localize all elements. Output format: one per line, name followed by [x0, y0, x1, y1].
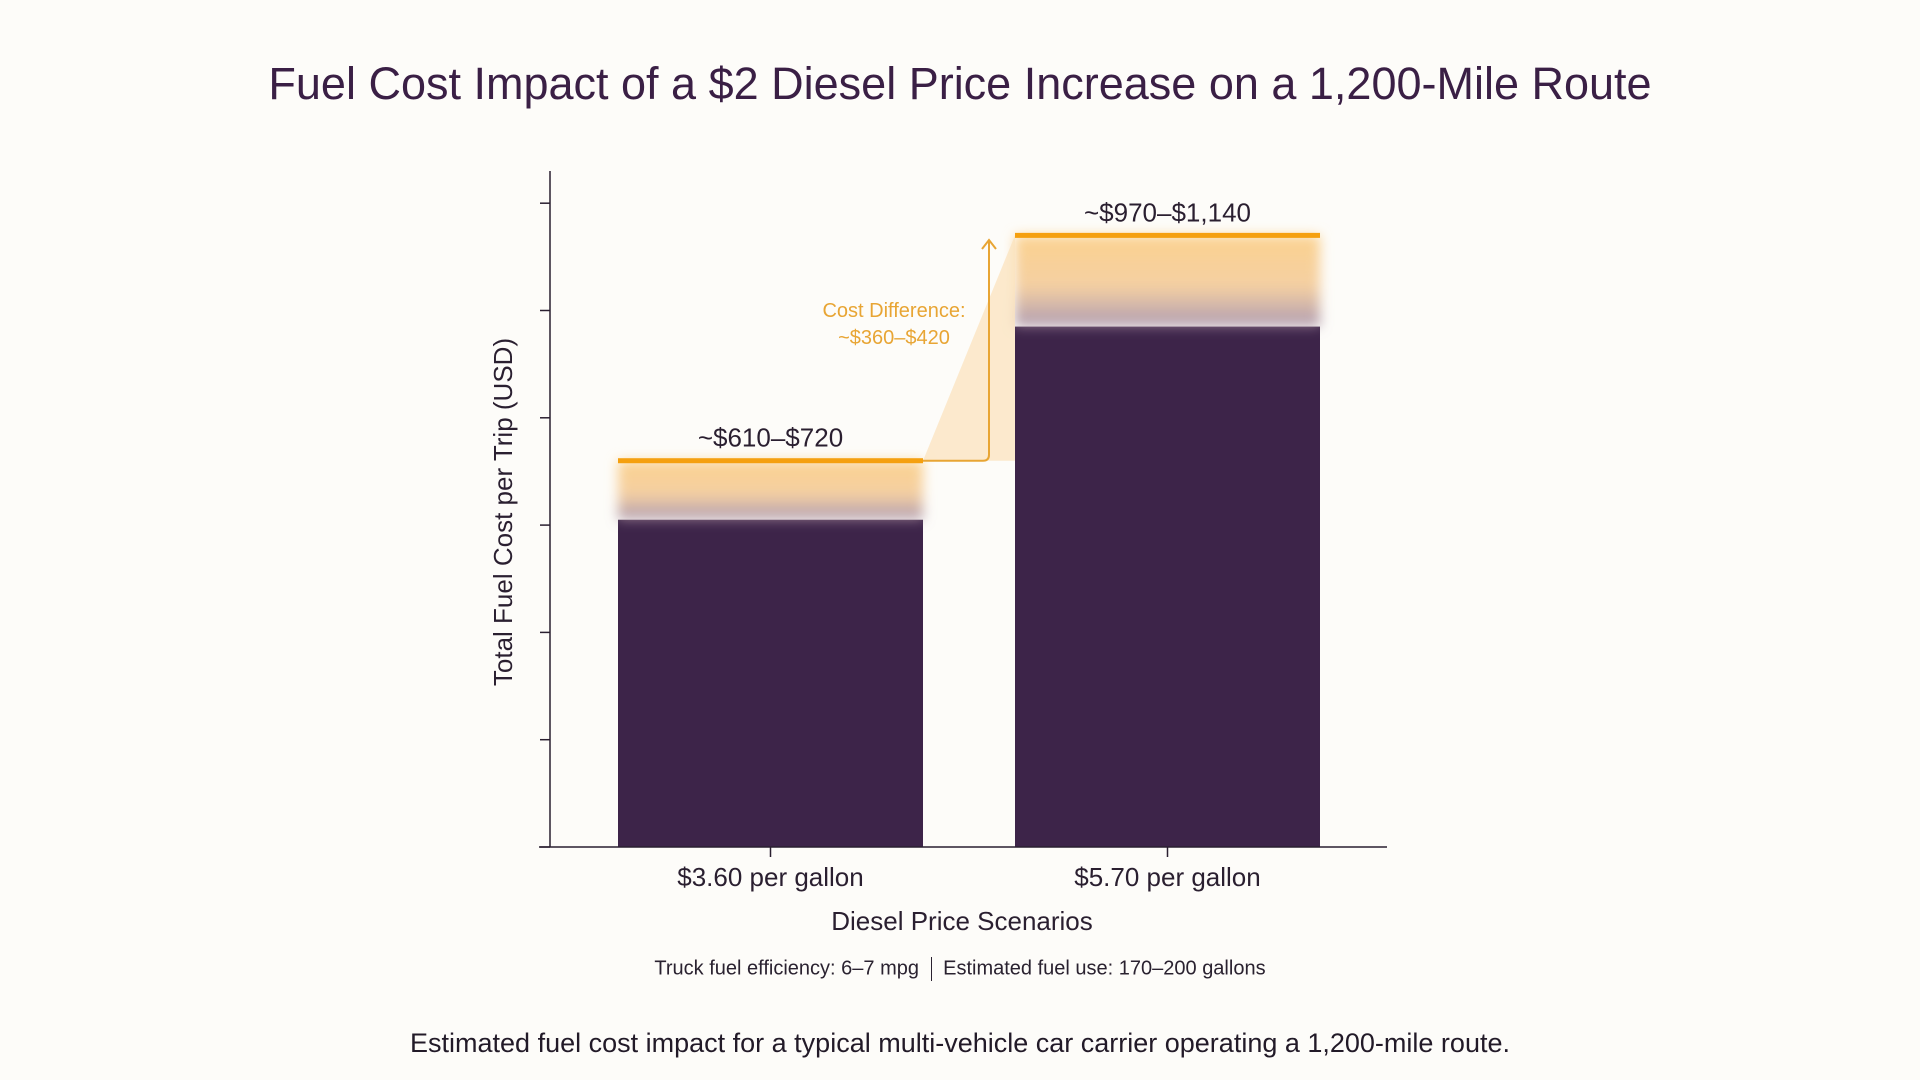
bar-value-label-1: ~$610–$720	[698, 423, 843, 453]
difference-arrow-line	[923, 240, 990, 462]
annotation-line-2: ~$360–$420	[838, 327, 950, 349]
bar-range-glow-2	[1015, 235, 1320, 327]
y-axis-label: Total Fuel Cost per Trip (USD)	[488, 338, 518, 686]
chart-title: Fuel Cost Impact of a $2 Diesel Price In…	[268, 58, 1652, 109]
footnote-fuel-use: Estimated fuel use: 170–200 gallons	[943, 957, 1266, 980]
x-tick-label-2: $5.70 per gallon	[1074, 862, 1260, 892]
annotation-line-1: Cost Difference:	[822, 300, 965, 322]
caption: Estimated fuel cost impact for a typical…	[410, 1028, 1510, 1058]
bar-value-label-2: ~$970–$1,140	[1084, 197, 1251, 227]
bar-range-glow-1	[618, 460, 923, 520]
bar-base-1	[618, 519, 923, 847]
arrow-up-icon	[981, 238, 997, 250]
footnote-efficiency: Truck fuel efficiency: 6–7 mpg	[654, 957, 919, 980]
bar-range-top-line-2	[1015, 232, 1320, 238]
difference-wedge	[923, 235, 1015, 461]
footnote-divider	[930, 957, 932, 981]
bar-range-top-line-1	[618, 458, 923, 464]
footnote: Truck fuel efficiency: 6–7 mpg Estimated…	[0, 957, 1920, 981]
x-axis-label: Diesel Price Scenarios	[831, 906, 1093, 936]
x-tick-label-1: $3.60 per gallon	[677, 862, 863, 892]
bar-base-2	[1015, 326, 1320, 848]
